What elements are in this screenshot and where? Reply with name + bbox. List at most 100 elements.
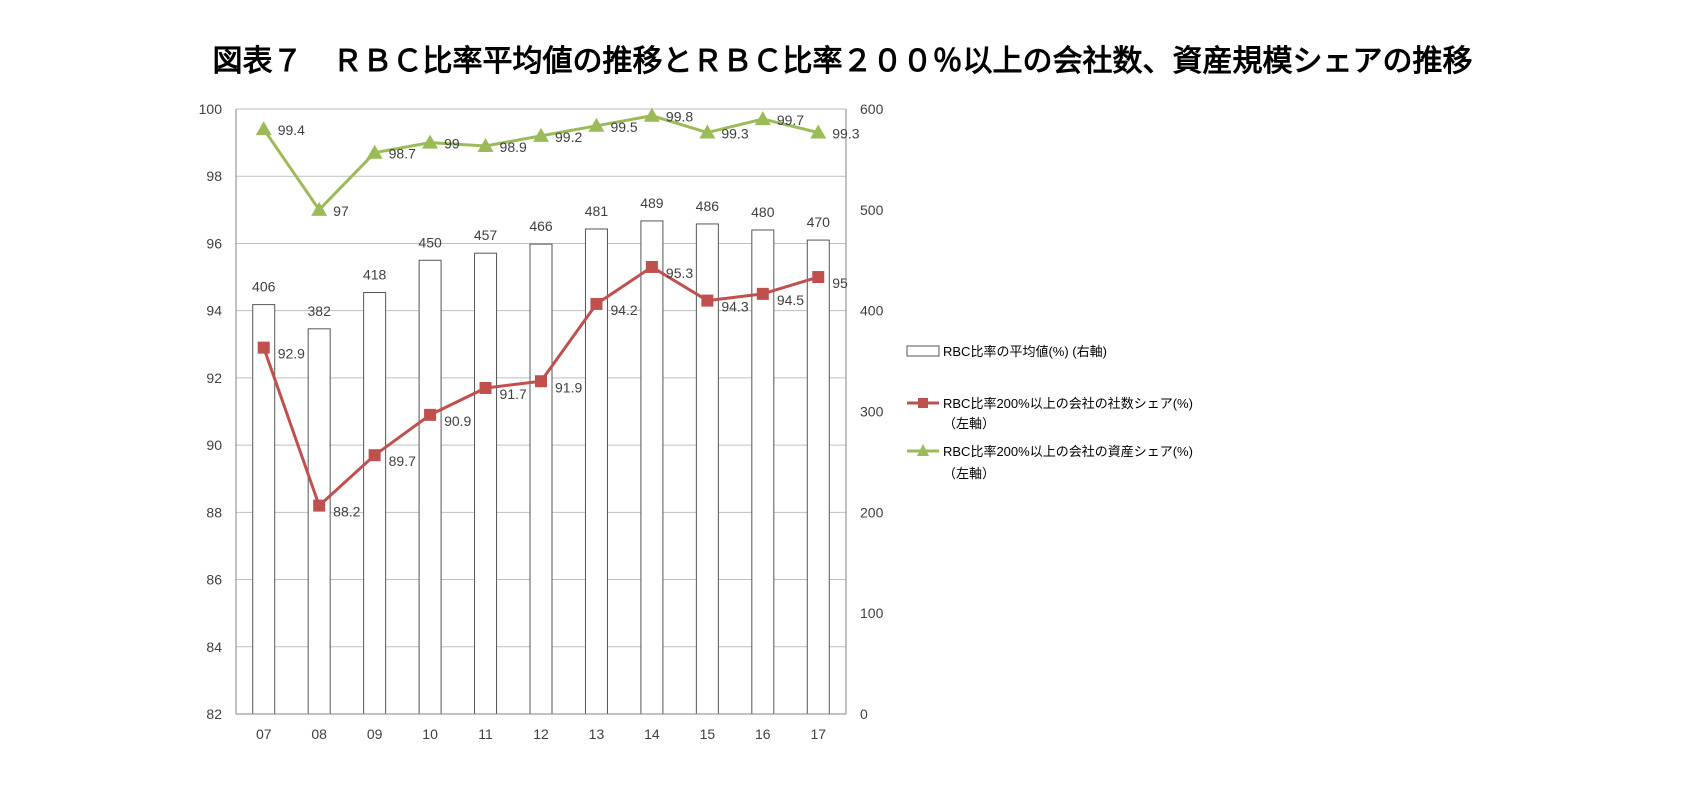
- line-data-label: 97: [333, 203, 349, 219]
- bar-series: [252, 220, 830, 715]
- triangle-marker: [754, 111, 771, 126]
- data-labels: 406 382 418 450 457 466 481 489 486 480 470 92.9 88.…: [252, 109, 860, 520]
- x-tick-label: 07: [256, 726, 272, 742]
- bar: [474, 252, 498, 715]
- triangle-marker: [477, 137, 494, 152]
- line-data-label: 91.9: [555, 379, 582, 395]
- triangle-marker: [588, 117, 605, 132]
- x-tick-label: 14: [644, 726, 660, 742]
- x-tick-label: 12: [533, 726, 549, 742]
- line-data-label: 98.7: [389, 146, 416, 162]
- square-marker: [368, 449, 381, 462]
- y-left-tick-label: 92: [206, 370, 222, 386]
- triangle-marker: [643, 107, 660, 122]
- square-marker: [701, 294, 714, 307]
- square-marker: [313, 499, 326, 512]
- line-data-label: 95: [832, 275, 848, 291]
- y-left-tick-label: 98: [206, 168, 222, 184]
- line-data-label: 99.8: [666, 109, 693, 125]
- legend-label: RBC比率200%以上の会社の社数シェア(%): [943, 396, 1193, 411]
- x-tick-label: 10: [422, 726, 438, 742]
- bar-data-label: 480: [751, 204, 775, 220]
- triangle-marker: [810, 124, 827, 139]
- x-tick-label: 15: [700, 726, 716, 742]
- bar-data-label: 457: [474, 227, 498, 243]
- legend-label: （左軸）: [943, 466, 995, 481]
- bar: [751, 229, 775, 715]
- bar: [418, 259, 442, 715]
- square-marker: [535, 375, 547, 388]
- square-marker: [645, 260, 658, 273]
- y-right-tick-label: 400: [860, 303, 884, 319]
- axes: 1009896949290888684826005004003002001000…: [199, 101, 884, 742]
- y-right-tick-label: 200: [860, 504, 884, 520]
- bar-data-label: 470: [807, 214, 831, 230]
- bar-data-label: 486: [696, 198, 720, 214]
- line-data-label: 99.3: [832, 126, 859, 142]
- chart-title: 図表７ ＲＢＣ比率平均値の推移とＲＢＣ比率２００％以上の会社数、資産規模シェアの…: [212, 44, 1473, 79]
- line-data-label: 99: [444, 136, 460, 152]
- legend-square-marker: [918, 398, 928, 408]
- y-right-tick-label: 0: [860, 706, 868, 722]
- bar-data-label: 466: [529, 218, 553, 234]
- y-right-tick-label: 600: [860, 101, 884, 117]
- y-left-tick-label: 100: [199, 101, 223, 117]
- line-data-label: 99.5: [610, 119, 637, 135]
- y-right-tick-label: 500: [860, 202, 884, 218]
- legend: RBC比率の平均値(%) (右軸) RBC比率200%以上の会社の社数シェア(%)…: [906, 344, 1193, 481]
- legend-label: （左軸）: [943, 416, 995, 431]
- x-tick-label: 09: [367, 726, 383, 742]
- line-data-label: 98.9: [500, 139, 527, 155]
- line-series: [255, 107, 827, 512]
- line-data-label: 91.7: [500, 386, 527, 402]
- square-marker: [424, 408, 437, 421]
- y-left-tick-label: 84: [206, 639, 222, 655]
- line-data-label: 94.2: [610, 302, 637, 318]
- line-data-label: 94.3: [721, 299, 748, 315]
- triangle-marker: [533, 127, 549, 142]
- line-data-label: 89.7: [389, 453, 416, 469]
- legend-triangle-marker: [917, 444, 929, 456]
- line-data-label: 90.9: [444, 413, 471, 429]
- bar-data-label: 489: [640, 195, 664, 211]
- bar-data-label: 406: [252, 279, 276, 295]
- bar-data-label: 450: [418, 234, 442, 250]
- line-data-label: 95.3: [666, 265, 693, 281]
- x-tick-label: 13: [589, 726, 605, 742]
- y-right-tick-label: 300: [860, 404, 884, 420]
- legend-label: RBC比率の平均値(%) (右軸): [943, 344, 1107, 359]
- square-marker: [479, 381, 492, 394]
- y-left-tick-label: 88: [206, 504, 222, 520]
- x-tick-label: 11: [478, 726, 493, 742]
- bar: [640, 220, 664, 715]
- bar-data-label: 481: [585, 203, 609, 219]
- x-tick-label: 16: [755, 726, 771, 742]
- y-left-tick-label: 94: [206, 303, 222, 319]
- square-marker: [756, 287, 769, 300]
- bar-data-label: 418: [363, 267, 387, 283]
- y-left-tick-label: 86: [206, 572, 222, 588]
- bar: [529, 243, 553, 715]
- legend-bar-swatch: [906, 345, 940, 357]
- y-left-tick-label: 82: [206, 706, 222, 722]
- y-left-tick-label: 96: [206, 235, 222, 251]
- line-data-label: 99.4: [278, 122, 305, 138]
- triangle-marker: [699, 124, 716, 139]
- line-data-label: 92.9: [278, 346, 305, 362]
- bar: [307, 328, 331, 715]
- line-data-label: 99.7: [777, 112, 804, 128]
- x-tick-label: 17: [810, 726, 826, 742]
- x-tick-label: 08: [311, 726, 327, 742]
- bar-data-label: 382: [308, 303, 332, 319]
- triangle-marker: [311, 201, 328, 216]
- triangle-marker: [422, 134, 439, 149]
- bar: [363, 292, 387, 715]
- legend-label: RBC比率200%以上の会社の資産シェア(%): [943, 444, 1193, 459]
- line-data-label: 94.5: [777, 292, 804, 308]
- triangle-marker: [255, 121, 272, 136]
- line-data-label: 99.3: [721, 126, 748, 142]
- square-marker: [812, 271, 825, 284]
- y-right-tick-label: 100: [860, 605, 884, 621]
- y-left-tick-label: 90: [206, 437, 222, 453]
